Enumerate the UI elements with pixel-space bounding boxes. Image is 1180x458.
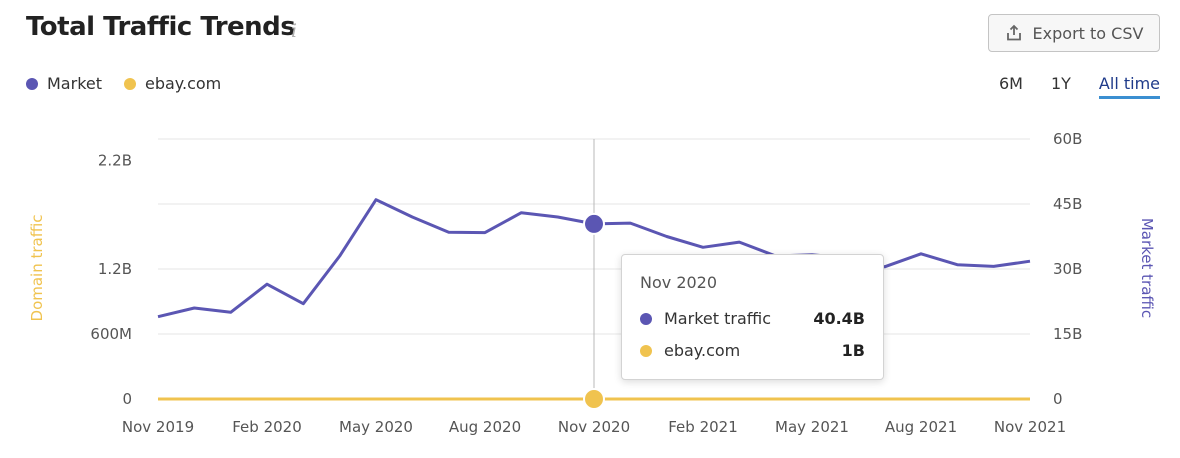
page-title: Total Traffic Trends [26, 12, 296, 42]
period-6m[interactable]: 6M [998, 74, 1023, 93]
legend-label-ebay: ebay.com [145, 74, 222, 93]
period-selector: 6M 1Y All time [971, 74, 1160, 99]
tooltip-dot-market [640, 312, 652, 325]
y-left-tick-label: 2.2B [98, 152, 132, 170]
y-right-tick-label: 15B [1053, 325, 1082, 343]
legend-item-market[interactable]: Market [26, 74, 102, 93]
y-right-axis-title: Market traffic [1138, 218, 1156, 318]
legend-label-market: Market [47, 74, 102, 93]
x-tick-label: Feb 2020 [232, 418, 302, 436]
y-left-tick-label: 1.2B [98, 260, 132, 278]
tooltip-label-market: Market traffic [664, 309, 772, 328]
y-left-tick-label: 600M [90, 325, 132, 343]
tooltip-row-market: Market traffic 40.4B [640, 309, 865, 328]
legend-dot-ebay [124, 77, 136, 90]
highlight-point-ebay-com [583, 388, 605, 410]
export-csv-label: Export to CSV [1032, 23, 1144, 43]
tooltip-label-ebay: ebay.com [664, 341, 741, 360]
tooltip-value-ebay: 1B [841, 341, 865, 360]
highlight-point-market [583, 212, 605, 235]
x-tick-label: Nov 2020 [558, 418, 630, 436]
export-icon [1006, 24, 1021, 41]
tooltip-row-ebay: ebay.com 1B [640, 341, 865, 360]
x-tick-label: May 2021 [775, 418, 849, 436]
y-left-axis-title: Domain traffic [28, 215, 46, 322]
y-left-tick-label: 0 [122, 390, 132, 408]
y-right-tick-label: 30B [1053, 260, 1082, 278]
x-tick-label: Aug 2020 [449, 418, 521, 436]
period-1y[interactable]: 1Y [1050, 74, 1071, 93]
legend-dot-market [26, 77, 38, 90]
chart-legend: Market ebay.com [26, 74, 243, 93]
export-csv-button[interactable]: Export to CSV [988, 14, 1160, 52]
legend-item-ebay[interactable]: ebay.com [124, 74, 221, 93]
x-tick-label: Nov 2019 [122, 418, 194, 436]
tooltip-date: Nov 2020 [640, 273, 718, 292]
y-right-tick-label: 0 [1053, 390, 1063, 408]
info-icon[interactable]: i [291, 20, 298, 42]
x-tick-label: May 2020 [339, 418, 413, 436]
period-all-time[interactable]: All time [1098, 74, 1160, 99]
x-tick-label: Nov 2021 [994, 418, 1066, 436]
tooltip-dot-ebay [640, 344, 652, 357]
x-tick-label: Aug 2021 [885, 418, 957, 436]
tooltip-value-market: 40.4B [813, 309, 865, 328]
chart-tooltip: Nov 2020 Market traffic 40.4B ebay.com 1… [621, 254, 884, 380]
y-right-tick-label: 60B [1053, 130, 1082, 148]
x-tick-label: Feb 2021 [668, 418, 738, 436]
y-right-tick-label: 45B [1053, 195, 1082, 213]
